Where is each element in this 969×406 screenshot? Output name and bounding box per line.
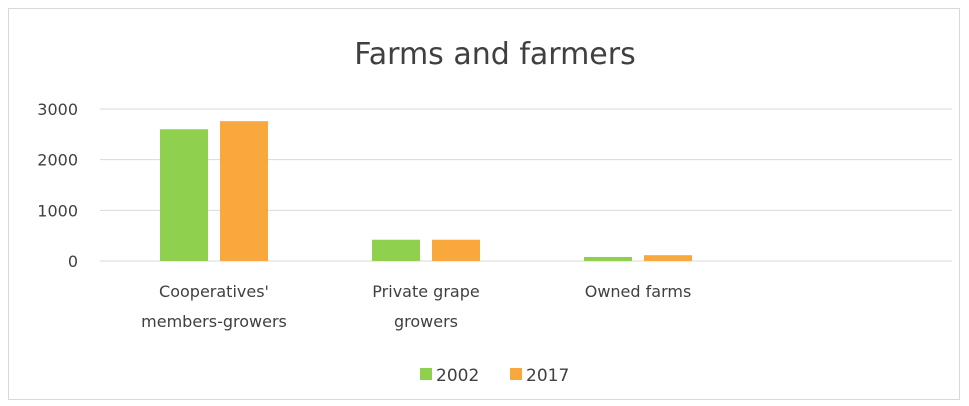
legend-label-2002: 2002 [436,366,479,386]
bar-2017-2 [644,255,692,261]
category-label: Private grape [372,282,479,301]
legend-swatch-2017 [510,368,522,380]
bar-2017-0 [220,121,268,261]
category-label: Cooperatives' [159,282,269,301]
x-axis-categories: Cooperatives' members-growers Private grap… [141,282,691,331]
bar-2002-1 [372,239,420,261]
y-tick-label: 1000 [37,201,78,220]
legend: 2002 2017 [420,366,569,386]
category-label: members-growers [141,312,287,331]
bars [160,121,692,261]
category-label: Owned farms [585,282,692,301]
legend-label-2017: 2017 [526,366,569,386]
y-tick-label: 3000 [37,100,78,119]
bar-2002-2 [584,256,632,261]
legend-swatch-2002 [420,368,432,380]
chart-title: Farms and farmers [354,37,635,72]
y-tick-label: 2000 [37,151,78,170]
category-label: growers [394,312,458,331]
bar-2017-1 [432,239,480,261]
y-axis-ticks: 0 1000 2000 3000 [37,100,78,271]
bar-2002-0 [160,129,208,261]
y-tick-label: 0 [68,252,78,271]
